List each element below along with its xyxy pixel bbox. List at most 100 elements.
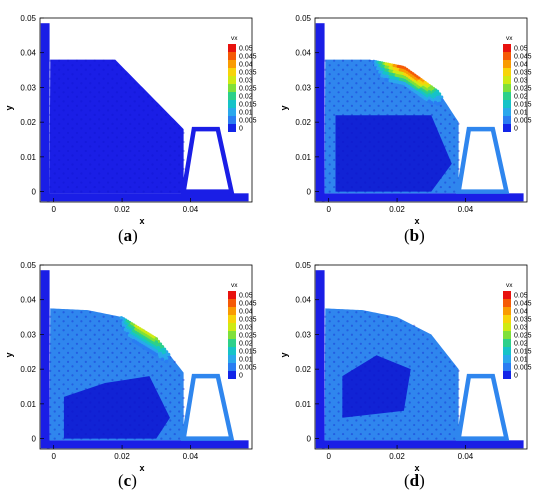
legend-swatch bbox=[503, 68, 511, 76]
plot-b: 0 0.02 0.0400.010.020.030.040.05xyvx0.050.… bbox=[279, 14, 532, 226]
legend-swatch bbox=[228, 299, 236, 307]
legend-title: vx bbox=[506, 35, 513, 42]
legend-label: 0 bbox=[514, 373, 518, 380]
legend-swatch bbox=[228, 76, 236, 84]
fast-particle bbox=[164, 359, 169, 364]
legend-label: 0.035 bbox=[514, 317, 532, 324]
caption-letter-d: d bbox=[409, 471, 420, 490]
legend-label: 0.02 bbox=[514, 341, 528, 348]
legend-title: vx bbox=[231, 35, 238, 42]
legend-swatch bbox=[503, 331, 511, 339]
legend-label: 0.05 bbox=[514, 293, 528, 300]
legend-swatch bbox=[228, 60, 236, 68]
caption-b: (b) bbox=[404, 226, 425, 245]
legend-label: 0.005 bbox=[239, 365, 257, 372]
legend-swatch bbox=[228, 331, 236, 339]
legend-label: 0.015 bbox=[514, 102, 532, 109]
tank-floor bbox=[46, 193, 249, 202]
y-tick-label: 0 bbox=[32, 188, 37, 197]
panel-c: 0 0.02 0.04 0 0.01 0.02 0.03 0.04 0.05 x y vx 0.05 0.… bbox=[0, 247, 275, 494]
legend-swatch bbox=[503, 92, 511, 100]
legend-swatch bbox=[228, 315, 236, 323]
y-axis-label: y bbox=[279, 105, 289, 110]
legend-swatch bbox=[228, 355, 236, 363]
legend-swatch bbox=[503, 124, 511, 132]
legend-swatch bbox=[503, 291, 511, 299]
legend-label: 0.015 bbox=[239, 102, 257, 109]
legend-label: 0.045 bbox=[514, 301, 532, 308]
legend-swatch bbox=[228, 68, 236, 76]
tank-floor bbox=[321, 193, 524, 202]
legend-swatch bbox=[228, 52, 236, 60]
legend-label: 0.04 bbox=[514, 309, 528, 316]
legend-label: 0.015 bbox=[514, 349, 532, 356]
y-tick-label: 0.03 bbox=[295, 330, 311, 339]
y-tick-label: 0.04 bbox=[295, 296, 311, 305]
legend-swatch bbox=[228, 323, 236, 331]
legend-label: 0.04 bbox=[239, 309, 253, 316]
legend-swatch bbox=[228, 291, 236, 299]
y-tick-label: 0.02 bbox=[295, 118, 311, 127]
legend-label: 0.02 bbox=[514, 94, 528, 101]
y-tick-label: 0.03 bbox=[20, 83, 36, 92]
x-tick-label: 0 bbox=[51, 452, 56, 461]
legend-swatch bbox=[503, 84, 511, 92]
legend-label: 0.005 bbox=[239, 118, 257, 125]
legend-swatch bbox=[228, 92, 236, 100]
legend-swatch bbox=[503, 363, 511, 371]
caption-letter-a: a bbox=[123, 226, 133, 245]
y-tick-label: 0 bbox=[32, 435, 37, 444]
y-tick-label: 0.05 bbox=[20, 261, 36, 270]
legend-label: 0 bbox=[239, 126, 243, 133]
panel-d: 0 0.02 0.04 0 0.01 0.02 0.03 0.04 0.05 x y vx 0.05 0.… bbox=[275, 247, 550, 494]
legend-label: 0.01 bbox=[514, 357, 528, 364]
legend-label: 0.03 bbox=[239, 325, 253, 332]
legend-label: 0 bbox=[514, 126, 518, 133]
x-tick-label: 0 bbox=[326, 205, 331, 214]
legend-label: 0.015 bbox=[239, 349, 257, 356]
legend-swatch bbox=[228, 124, 236, 132]
tank-left-wall bbox=[40, 270, 50, 449]
legend-label: 0.045 bbox=[514, 54, 532, 61]
legend-swatch bbox=[503, 108, 511, 116]
legend-swatch bbox=[503, 323, 511, 331]
y-tick-label: 0.01 bbox=[295, 153, 311, 162]
caption-letter-b: b bbox=[409, 226, 420, 245]
legend-swatch bbox=[228, 347, 236, 355]
tank-floor bbox=[46, 440, 249, 449]
caption-a: (a) bbox=[118, 226, 138, 245]
legend-swatch bbox=[228, 44, 236, 52]
plot-c: 0 0.02 0.0400.010.020.030.040.05xyvx0.050.… bbox=[4, 261, 257, 473]
low-velocity-zone bbox=[342, 355, 411, 418]
y-tick-label: 0.02 bbox=[20, 118, 36, 127]
plot-frame bbox=[314, 264, 528, 450]
legend-label: 0.01 bbox=[239, 110, 253, 117]
legend-label: 0.01 bbox=[239, 357, 253, 364]
legend-label: 0.03 bbox=[239, 78, 253, 85]
x-tick-label: 0.04 bbox=[458, 452, 474, 461]
y-tick-label: 0.03 bbox=[20, 330, 36, 339]
legend-label: 0.05 bbox=[239, 293, 253, 300]
legend-swatch bbox=[503, 307, 511, 315]
y-tick-label: 0.04 bbox=[20, 296, 36, 305]
legend-label: 0.025 bbox=[514, 333, 532, 340]
tank-floor bbox=[321, 440, 524, 449]
legend-swatch bbox=[503, 76, 511, 84]
y-tick-label: 0.05 bbox=[20, 14, 36, 23]
legend-swatch bbox=[503, 60, 511, 68]
legend-label: 0.04 bbox=[239, 62, 253, 69]
x-tick-label: 0.02 bbox=[389, 205, 405, 214]
x-tick-label: 0.04 bbox=[458, 205, 474, 214]
fast-particle bbox=[429, 100, 434, 105]
panel-a: 0 0.02 0.04 0 0.01 0.02 0.03 0.04 0.05 x y vx 0.05 0.… bbox=[0, 0, 275, 247]
legend-swatch bbox=[503, 44, 511, 52]
legend-label: 0 bbox=[239, 373, 243, 380]
legend-label: 0.005 bbox=[514, 365, 532, 372]
particle-field bbox=[315, 23, 524, 202]
legend-label: 0.045 bbox=[239, 54, 257, 61]
y-tick-label: 0.05 bbox=[295, 261, 311, 270]
legend-label: 0.025 bbox=[239, 333, 257, 340]
legend-label: 0.05 bbox=[239, 46, 253, 53]
fast-particle bbox=[435, 102, 440, 106]
legend-swatch bbox=[228, 339, 236, 347]
